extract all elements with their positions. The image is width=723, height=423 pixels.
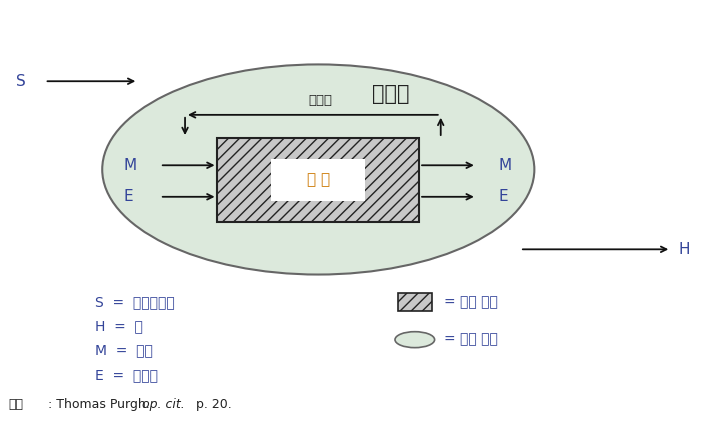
- Text: p. 20.: p. 20.: [192, 398, 232, 411]
- Text: 경 제: 경 제: [307, 173, 330, 187]
- Text: 자료: 자료: [9, 398, 24, 411]
- Text: 생태계: 생태계: [372, 84, 409, 104]
- Text: M: M: [498, 158, 511, 173]
- Text: 재활용: 재활용: [308, 94, 332, 107]
- Text: : Thomas Purgh.: : Thomas Purgh.: [48, 398, 154, 411]
- Text: = 자연 자본: = 자연 자본: [445, 332, 498, 347]
- Text: H: H: [678, 242, 690, 257]
- Text: H  =  열: H = 열: [95, 319, 143, 333]
- Bar: [271, 159, 365, 201]
- Text: E: E: [498, 189, 508, 204]
- Text: S: S: [16, 74, 25, 89]
- Text: = 제조 자본: = 제조 자본: [445, 295, 498, 309]
- Bar: [398, 293, 432, 311]
- Text: E: E: [124, 189, 134, 204]
- Text: op. cit.: op. cit.: [142, 398, 184, 411]
- Text: M: M: [124, 158, 137, 173]
- Text: S  =  태양에너지: S = 태양에너지: [95, 295, 175, 309]
- Bar: [218, 138, 419, 222]
- Text: M  =  물질: M = 물질: [95, 343, 153, 357]
- Text: E  =  에너지: E = 에너지: [95, 368, 158, 382]
- Ellipse shape: [395, 332, 435, 348]
- Ellipse shape: [102, 64, 534, 275]
